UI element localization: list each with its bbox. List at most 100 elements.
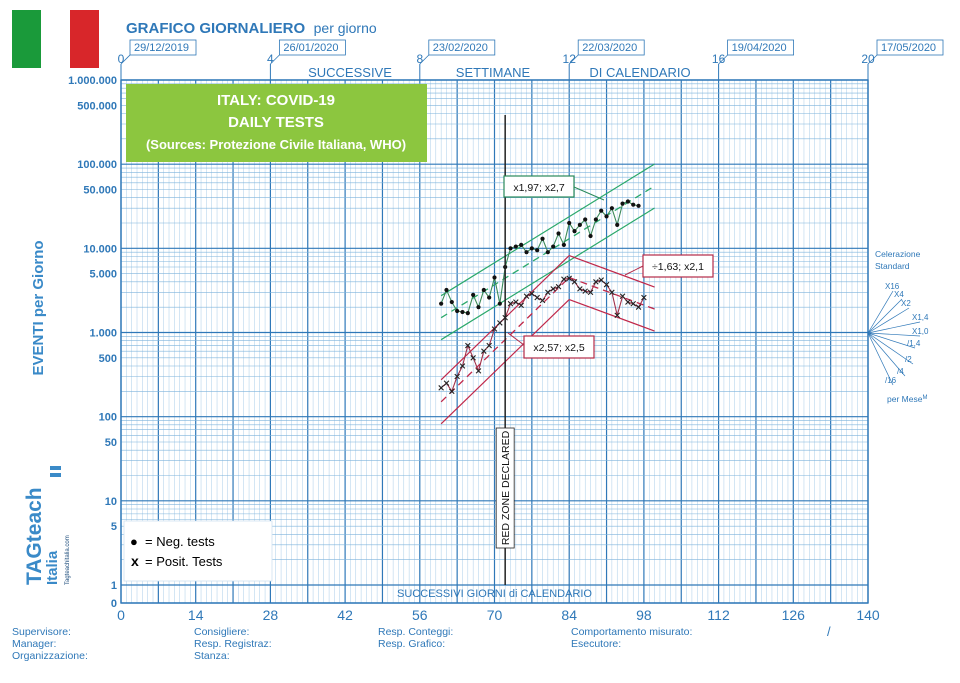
pos-test-mark (614, 312, 621, 319)
legend-neg-symbol: ● (130, 534, 138, 549)
red-zone-label: RED ZONE DECLARED (500, 430, 512, 545)
pos-test-mark (465, 342, 471, 349)
y-tick-label: 10.000 (83, 243, 117, 255)
fan-ray (867, 332, 894, 386)
pos-test-point (593, 279, 599, 285)
neg-celeration-annotation: x1,97; x2,7 (503, 175, 605, 201)
pos-test-mark (481, 348, 487, 354)
y-tick-label: 50.000 (83, 185, 117, 197)
week-date-box (577, 39, 645, 56)
x-tick-label: 98 (636, 607, 652, 623)
pos-test-point (609, 289, 615, 296)
info-line-3: (Sources: Protezione Civile Italiana, WH… (146, 137, 406, 152)
fan-label: X4 (894, 290, 904, 299)
svg-text:per MeseM: per MeseM (887, 394, 927, 404)
footer-field: Manager: (12, 638, 56, 650)
neg-test-point (583, 217, 588, 222)
neg-test-point (599, 208, 604, 213)
x-tick-label: 14 (188, 607, 204, 623)
fan-label: /16 (885, 376, 897, 385)
pos-test-point (555, 283, 562, 290)
neg-test-point (567, 220, 572, 226)
neg-test-point (455, 308, 460, 314)
pos-test-point (625, 299, 631, 305)
pos-test-point (587, 289, 594, 296)
neg-test-point (609, 206, 614, 211)
pos-up-celeration-annotation: x2,57; x2,5 (507, 332, 595, 359)
pos-test-mark (529, 290, 535, 297)
y-tick-label: 5 (111, 521, 117, 533)
top-axis-word: SUCCESSIVE (308, 65, 392, 80)
pos-test-mark (571, 279, 578, 285)
y-tick-label: 5.000 (89, 269, 117, 281)
pos-test-point (635, 304, 642, 310)
neg-test-point (556, 231, 561, 236)
neg-celeration-label: x1,97; x2,7 (513, 182, 565, 194)
neg-test-point (476, 305, 481, 310)
pos-test-mark (470, 355, 476, 361)
info-line-2: DAILY TESTS (228, 114, 324, 131)
footer-field: Supervisore: (12, 626, 71, 638)
x-tick-label: 28 (263, 607, 279, 623)
fan-footer: per Mese (887, 394, 923, 404)
top-axis-word: DI CALENDARIO (589, 65, 690, 80)
fan-ray (867, 321, 921, 334)
fan-ray (867, 290, 894, 334)
pos-test-point (475, 368, 482, 374)
footer-field: Esecutore: (571, 638, 621, 650)
pos-test-mark (587, 289, 594, 296)
pos-test-point (470, 355, 476, 361)
pos-test-mark (518, 302, 524, 309)
celeration-upper-band (568, 254, 655, 288)
week-tick-label: 12 (563, 52, 577, 66)
neg-test-point (545, 250, 550, 255)
neg-test-point (551, 244, 556, 249)
pos-test-mark (475, 368, 482, 374)
neg-test-point (481, 287, 486, 293)
week-tick-label: 20 (861, 52, 875, 66)
pos-test-point (491, 326, 498, 332)
celeration-lower-band (568, 298, 655, 332)
x-tick-label: 56 (412, 607, 428, 623)
pos-test-point (454, 373, 460, 380)
neg-test-point (529, 246, 534, 251)
x-tick-label: 70 (487, 607, 503, 623)
x-tick-label: 0 (117, 607, 125, 623)
pos-test-point (598, 277, 605, 283)
pos-test-mark (449, 388, 455, 395)
x-tick-label: 112 (707, 607, 730, 623)
pos-test-point (449, 388, 455, 395)
pos-test-mark (598, 277, 605, 283)
y-tick-label: 0 (111, 598, 117, 610)
logo-url: Tagteachitalia.com (65, 535, 71, 585)
footer-field: Comportamento misurato: (571, 626, 692, 638)
neg-test-point (540, 236, 545, 241)
y-tick-label: 10 (105, 496, 117, 508)
pos-test-mark (555, 283, 562, 290)
fan-label: X1,0 (912, 327, 929, 336)
fan-label: X1,4 (912, 313, 929, 322)
y-tick-label: 1.000 (89, 328, 117, 340)
pos-test-point (513, 299, 519, 305)
celeration-upper-band (440, 163, 655, 297)
pos-test-point (534, 294, 540, 301)
data-series (438, 199, 647, 395)
neg-test-point (604, 214, 609, 219)
pos-test-mark (577, 286, 583, 292)
fan-ray (867, 307, 910, 334)
pos-test-point (459, 363, 466, 369)
fan-label: X2 (901, 299, 911, 308)
week-date-box (428, 39, 496, 56)
neg-test-point (631, 202, 636, 207)
fan-title-2: Standard (875, 261, 910, 271)
pos-test-point (438, 385, 444, 391)
neg-test-point (593, 217, 598, 222)
pos-test-mark (534, 294, 540, 301)
fan-ray (867, 332, 914, 365)
pos-test-point (603, 281, 610, 288)
pos-test-mark (635, 304, 642, 310)
week-tick-label: 4 (267, 52, 274, 66)
pos-test-mark (593, 279, 599, 285)
y-tick-label: 50 (105, 437, 117, 449)
